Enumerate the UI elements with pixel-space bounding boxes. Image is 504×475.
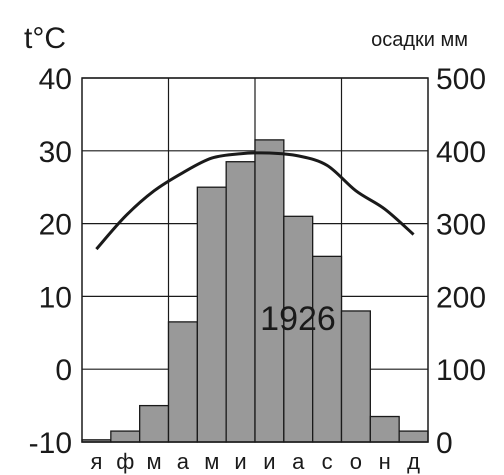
month-label-5: и <box>234 449 246 474</box>
month-label-9: о <box>350 449 362 474</box>
precip-bar-6 <box>254 139 285 443</box>
month-label-4: м <box>204 449 219 474</box>
temperature-line <box>95 151 415 251</box>
right-tick-4: 100 <box>436 354 486 387</box>
left-tick-3: 10 <box>39 281 72 314</box>
precipitation-bars <box>81 139 429 443</box>
left-axis-label: t°C <box>24 22 66 55</box>
month-label-7: а <box>292 449 305 474</box>
annotation-label: 1926 <box>260 300 336 338</box>
right-tick-labels: 500 400 300 200 100 0 <box>436 63 486 460</box>
left-tick-labels: 40 30 20 10 0 -10 <box>29 63 72 460</box>
left-tick-2: 20 <box>39 209 72 242</box>
precip-bar-2 <box>139 404 170 443</box>
right-tick-1: 400 <box>436 136 486 169</box>
month-label-3: а <box>177 449 190 474</box>
right-tick-3: 200 <box>436 281 486 314</box>
month-label-1: ф <box>116 449 134 474</box>
right-axis-label: осадки мм <box>371 29 468 51</box>
left-tick-5: -10 <box>29 427 72 460</box>
precip-bar-5 <box>225 161 256 443</box>
precip-bar-11 <box>398 430 429 443</box>
month-label-6: и <box>263 449 275 474</box>
right-tick-5: 0 <box>436 427 453 460</box>
right-tick-2: 300 <box>436 209 486 242</box>
month-label-10: н <box>379 449 391 474</box>
precip-bar-4 <box>196 186 227 443</box>
precip-bar-9 <box>340 310 371 443</box>
right-tick-0: 500 <box>436 63 486 96</box>
month-label-11: д <box>407 449 420 474</box>
month-label-8: с <box>322 449 333 474</box>
left-tick-4: 0 <box>55 354 72 387</box>
precip-bar-10 <box>369 415 400 443</box>
left-tick-0: 40 <box>39 63 72 96</box>
month-label-0: я <box>90 449 102 474</box>
plot-frame <box>81 77 429 443</box>
precip-bar-1 <box>110 430 141 443</box>
left-tick-1: 30 <box>39 136 72 169</box>
precip-bar-7 <box>283 215 314 443</box>
precip-bar-8 <box>312 255 343 443</box>
month-label-2: м <box>147 449 162 474</box>
precip-bar-3 <box>167 321 198 443</box>
